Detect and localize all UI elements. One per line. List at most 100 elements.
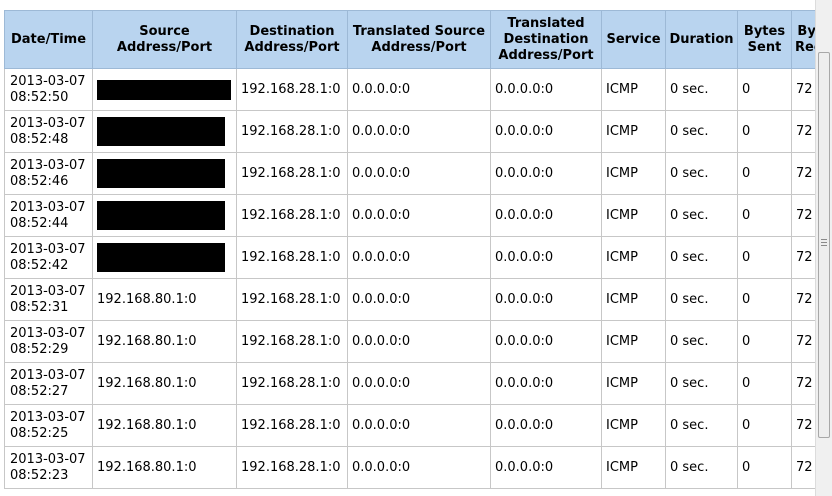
column-header-datetime[interactable]: Date/Time bbox=[4, 10, 93, 69]
cell-bytes-received: 72 bbox=[791, 152, 815, 195]
cell-duration: 0 sec. bbox=[665, 194, 738, 237]
cell-bytes-received: 72 bbox=[791, 194, 815, 237]
cell-duration: 0 sec. bbox=[665, 362, 738, 405]
cell-destination: 192.168.28.1:0 bbox=[236, 404, 348, 447]
cell-service: ICMP bbox=[601, 278, 666, 321]
cell-destination: 192.168.28.1:0 bbox=[236, 68, 348, 111]
redaction-box bbox=[97, 201, 225, 230]
column-header-service[interactable]: Service bbox=[601, 10, 666, 69]
cell-bytes-sent: 0 bbox=[737, 68, 792, 111]
cell-bytes-sent: 0 bbox=[737, 404, 792, 447]
cell-source: 192.168.80.1:0 bbox=[92, 362, 237, 405]
cell-service: ICMP bbox=[601, 404, 666, 447]
cell-service: ICMP bbox=[601, 320, 666, 363]
cell-translated-source: 0.0.0.0:0 bbox=[347, 404, 491, 447]
cell-translated-source: 0.0.0.0:0 bbox=[347, 278, 491, 321]
cell-datetime: 2013-03-07 08:52:44 bbox=[4, 194, 93, 237]
cell-translated-destination: 0.0.0.0:0 bbox=[490, 320, 602, 363]
cell-destination: 192.168.28.1:0 bbox=[236, 278, 348, 321]
table-row[interactable]: 2013-03-07 08:52:44 192.168.28.1:0 0.0.0.0… bbox=[4, 194, 815, 237]
cell-source: 192.168.80.1:0 bbox=[92, 278, 237, 321]
cell-duration: 0 sec. bbox=[665, 236, 738, 279]
redaction-box bbox=[97, 117, 225, 146]
cell-translated-source: 0.0.0.0:0 bbox=[347, 236, 491, 279]
column-header-translated-destination[interactable]: Translated Destination Address/Port bbox=[490, 10, 602, 69]
cell-destination: 192.168.28.1:0 bbox=[236, 194, 348, 237]
cell-duration: 0 sec. bbox=[665, 446, 738, 489]
cell-duration: 0 sec. bbox=[665, 68, 738, 111]
cell-datetime: 2013-03-07 08:52:29 bbox=[4, 320, 93, 363]
cell-translated-source: 0.0.0.0:0 bbox=[347, 320, 491, 363]
log-viewport: Date/Time Source Address/Port Destinatio… bbox=[4, 10, 815, 489]
cell-source bbox=[92, 236, 237, 279]
cell-translated-destination: 0.0.0.0:0 bbox=[490, 278, 602, 321]
cell-duration: 0 sec. bbox=[665, 152, 738, 195]
cell-datetime: 2013-03-07 08:52:27 bbox=[4, 362, 93, 405]
column-header-duration[interactable]: Duration bbox=[665, 10, 738, 69]
cell-service: ICMP bbox=[601, 446, 666, 489]
cell-bytes-sent: 0 bbox=[737, 362, 792, 405]
cell-datetime: 2013-03-07 08:52:31 bbox=[4, 278, 93, 321]
cell-duration: 0 sec. bbox=[665, 320, 738, 363]
cell-translated-source: 0.0.0.0:0 bbox=[347, 362, 491, 405]
table-row[interactable]: 2013-03-07 08:52:48 192.168.28.1:0 0.0.0.0… bbox=[4, 110, 815, 153]
cell-bytes-received: 72 bbox=[791, 110, 815, 153]
column-header-source[interactable]: Source Address/Port bbox=[92, 10, 237, 69]
cell-duration: 0 sec. bbox=[665, 404, 738, 447]
table-row[interactable]: 2013-03-07 08:52:42 192.168.28.1:0 0.0.0.0… bbox=[4, 236, 815, 279]
vertical-scrollbar[interactable] bbox=[815, 0, 832, 496]
cell-source bbox=[92, 152, 237, 195]
column-header-bytes-sent[interactable]: Bytes Sent bbox=[737, 10, 792, 69]
cell-bytes-sent: 0 bbox=[737, 110, 792, 153]
column-header-translated-source[interactable]: Translated Source Address/Port bbox=[347, 10, 491, 69]
cell-destination: 192.168.28.1:0 bbox=[236, 446, 348, 489]
cell-duration: 0 sec. bbox=[665, 110, 738, 153]
cell-bytes-sent: 0 bbox=[737, 194, 792, 237]
cell-datetime: 2013-03-07 08:52:48 bbox=[4, 110, 93, 153]
cell-translated-destination: 0.0.0.0:0 bbox=[490, 362, 602, 405]
redaction-box bbox=[97, 79, 231, 100]
table-row[interactable]: 2013-03-07 08:52:50 192.168.28.1:0 0.0.0.0… bbox=[4, 68, 815, 111]
cell-service: ICMP bbox=[601, 362, 666, 405]
table-row[interactable]: 2013-03-07 08:52:23 192.168.80.1:0 192.168… bbox=[4, 446, 815, 489]
cell-service: ICMP bbox=[601, 236, 666, 279]
traffic-log-table: Date/Time Source Address/Port Destinatio… bbox=[4, 10, 815, 489]
column-header-destination[interactable]: Destination Address/Port bbox=[236, 10, 348, 69]
column-header-bytes-received[interactable]: Bytes Received bbox=[791, 10, 815, 69]
table-body: 2013-03-07 08:52:50 192.168.28.1:0 0.0.0.0… bbox=[4, 68, 815, 489]
cell-translated-destination: 0.0.0.0:0 bbox=[490, 152, 602, 195]
cell-translated-source: 0.0.0.0:0 bbox=[347, 152, 491, 195]
cell-datetime: 2013-03-07 08:52:42 bbox=[4, 236, 93, 279]
cell-bytes-received: 72 bbox=[791, 236, 815, 279]
cell-source: 192.168.80.1:0 bbox=[92, 446, 237, 489]
cell-translated-source: 0.0.0.0:0 bbox=[347, 446, 491, 489]
table-header-row: Date/Time Source Address/Port Destinatio… bbox=[4, 10, 815, 69]
cell-destination: 192.168.28.1:0 bbox=[236, 152, 348, 195]
table-row[interactable]: 2013-03-07 08:52:31 192.168.80.1:0 192.168… bbox=[4, 278, 815, 321]
cell-datetime: 2013-03-07 08:52:46 bbox=[4, 152, 93, 195]
cell-source bbox=[92, 110, 237, 153]
cell-bytes-sent: 0 bbox=[737, 236, 792, 279]
cell-bytes-sent: 0 bbox=[737, 320, 792, 363]
cell-bytes-received: 72 bbox=[791, 68, 815, 111]
cell-translated-source: 0.0.0.0:0 bbox=[347, 194, 491, 237]
table-row[interactable]: 2013-03-07 08:52:29 192.168.80.1:0 192.168… bbox=[4, 320, 815, 363]
cell-datetime: 2013-03-07 08:52:25 bbox=[4, 404, 93, 447]
cell-translated-destination: 0.0.0.0:0 bbox=[490, 194, 602, 237]
cell-service: ICMP bbox=[601, 194, 666, 237]
cell-translated-destination: 0.0.0.0:0 bbox=[490, 110, 602, 153]
table-row[interactable]: 2013-03-07 08:52:27 192.168.80.1:0 192.168… bbox=[4, 362, 815, 405]
cell-bytes-received: 72 bbox=[791, 446, 815, 489]
cell-translated-source: 0.0.0.0:0 bbox=[347, 68, 491, 111]
cell-service: ICMP bbox=[601, 110, 666, 153]
cell-bytes-received: 72 bbox=[791, 362, 815, 405]
cell-destination: 192.168.28.1:0 bbox=[236, 236, 348, 279]
cell-translated-destination: 0.0.0.0:0 bbox=[490, 68, 602, 111]
cell-translated-source: 0.0.0.0:0 bbox=[347, 110, 491, 153]
table-row[interactable]: 2013-03-07 08:52:25 192.168.80.1:0 192.168… bbox=[4, 404, 815, 447]
scrollbar-grip-icon bbox=[821, 239, 827, 246]
cell-duration: 0 sec. bbox=[665, 278, 738, 321]
table-row[interactable]: 2013-03-07 08:52:46 192.168.28.1:0 0.0.0.0… bbox=[4, 152, 815, 195]
cell-source: 192.168.80.1:0 bbox=[92, 404, 237, 447]
scrollbar-thumb[interactable] bbox=[818, 52, 830, 438]
